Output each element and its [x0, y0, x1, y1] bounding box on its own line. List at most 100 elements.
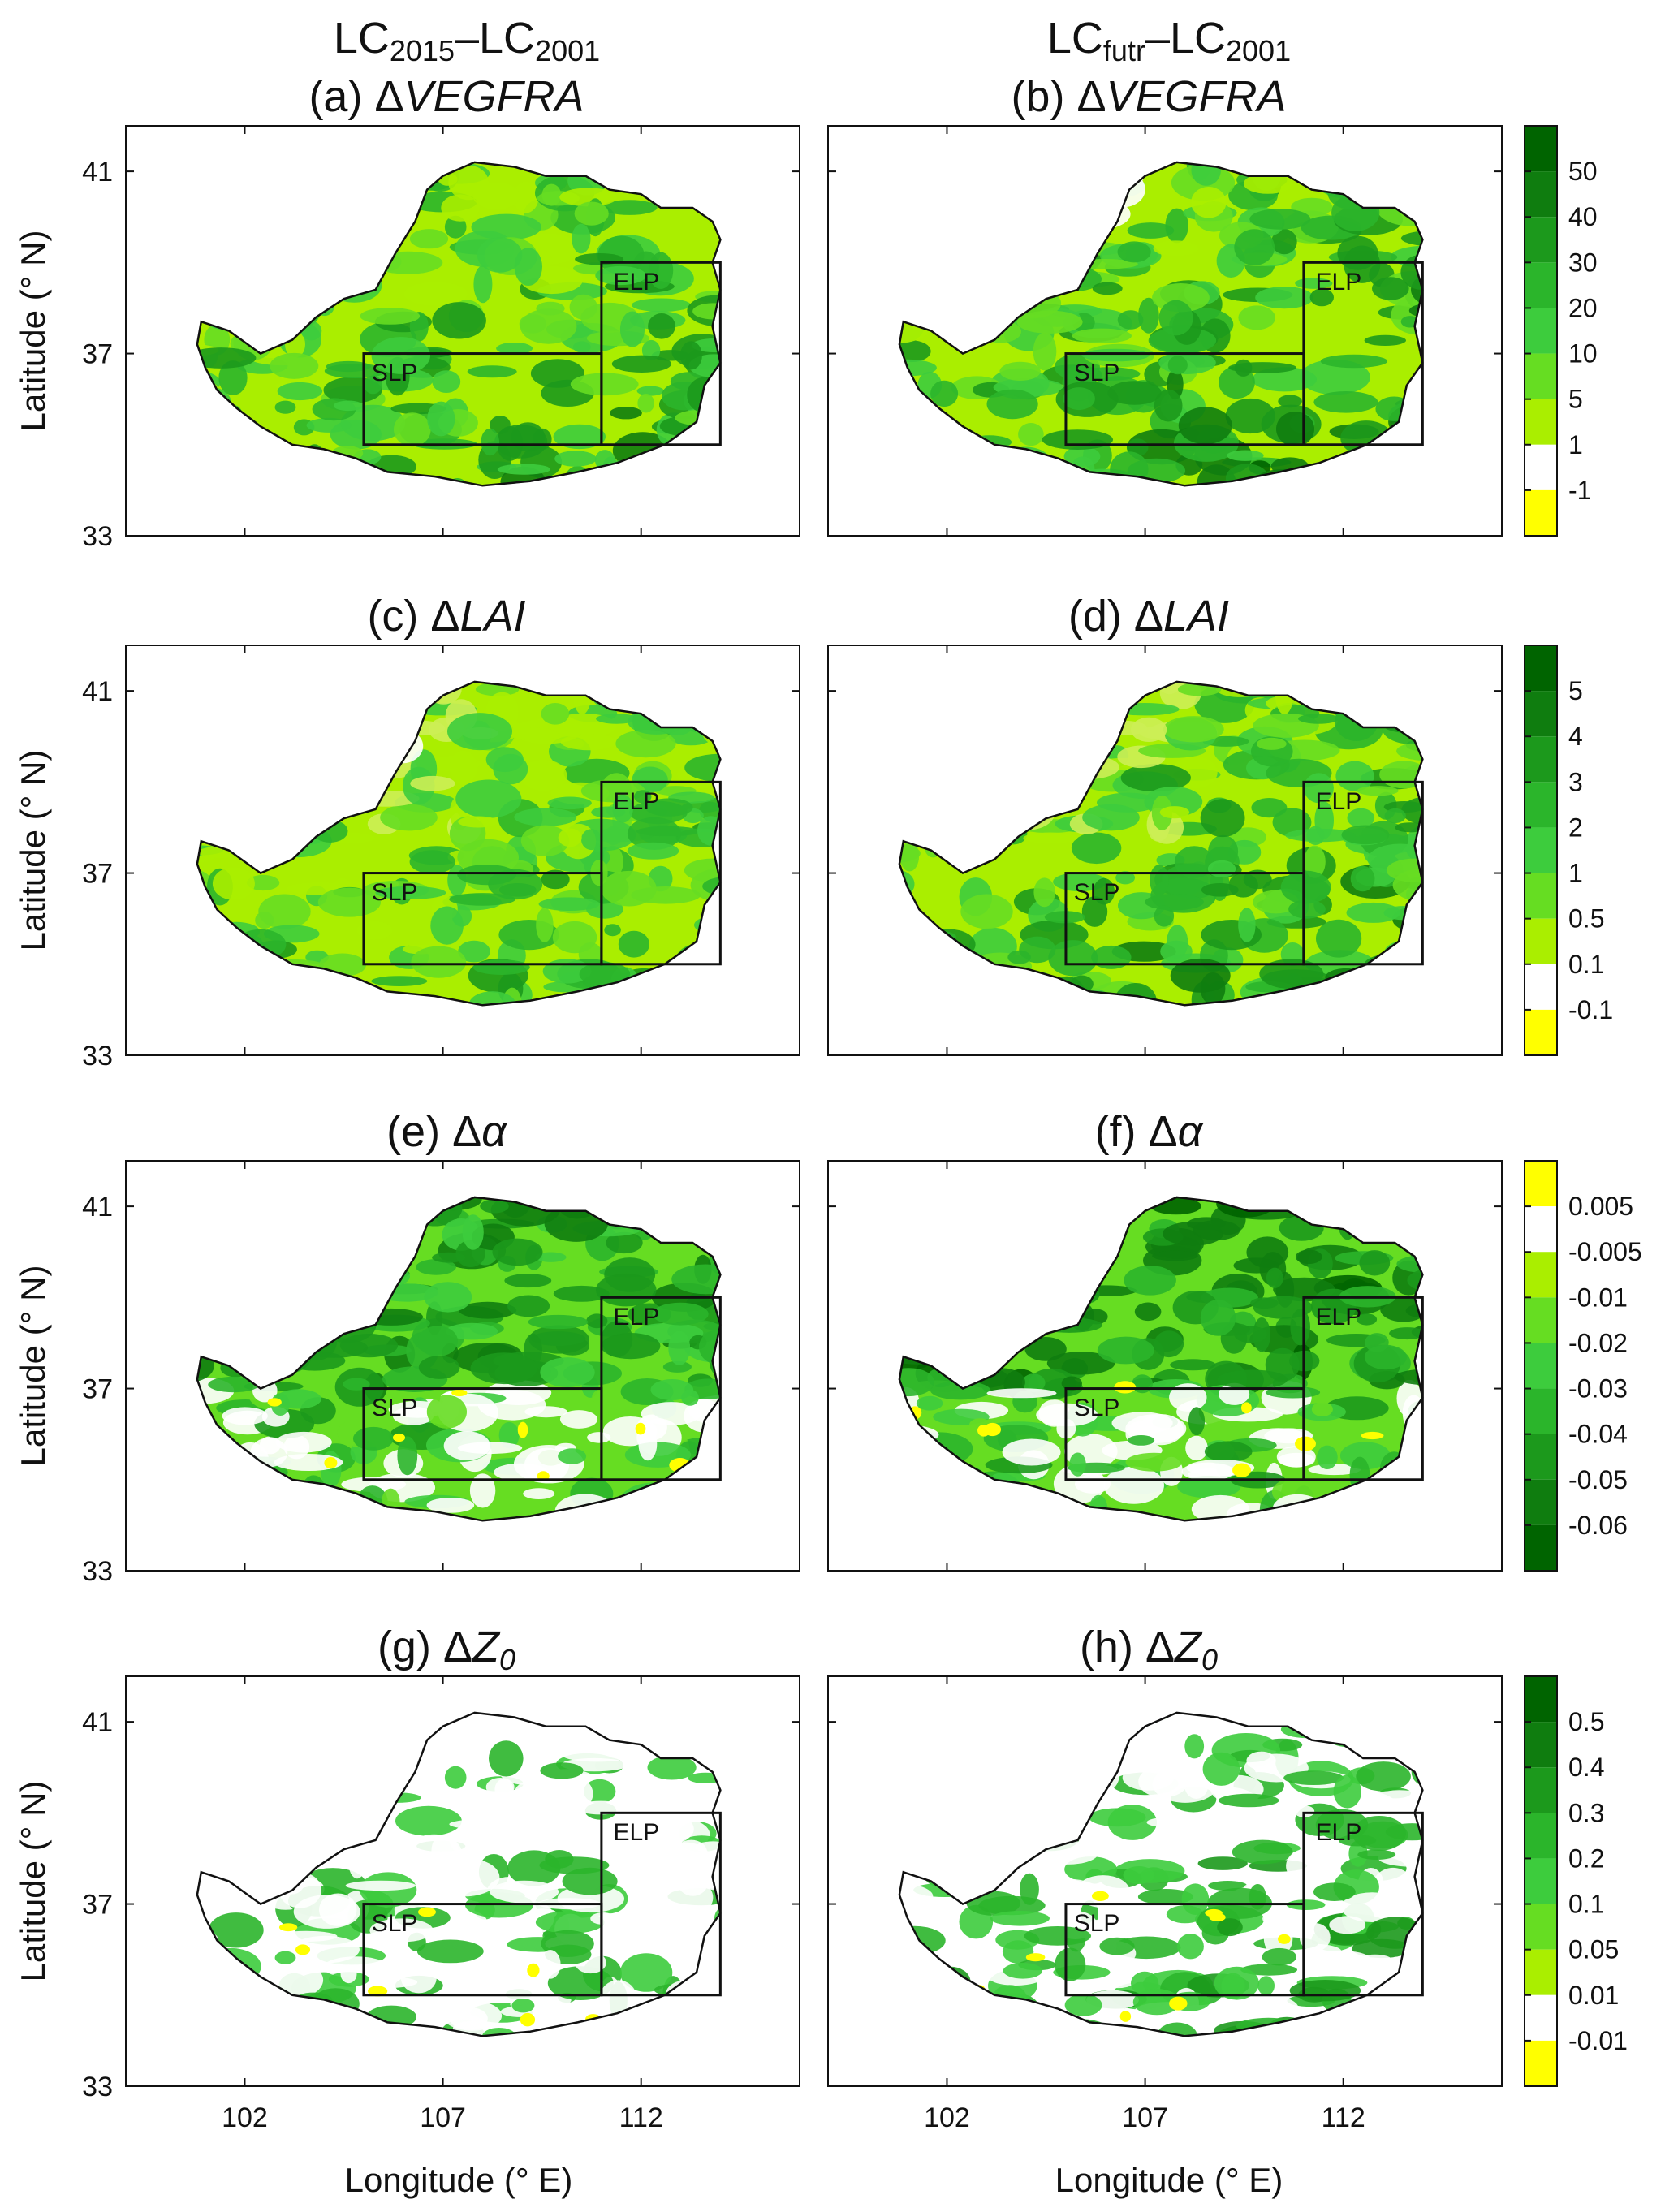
y-tick-label: 41 — [82, 1192, 113, 1222]
colorbar-segment — [1525, 1949, 1557, 1995]
colorbar-label: -0.1 — [1568, 995, 1613, 1024]
colorbar-label: 0.1 — [1568, 1890, 1604, 1919]
colorbar-segment — [1525, 1434, 1557, 1480]
y-tick-label: 37 — [82, 1890, 113, 1921]
y-tick-label: 33 — [82, 1556, 113, 1587]
colorbar-segment — [1525, 1813, 1557, 1859]
x-tick-label: 102 — [924, 2102, 970, 2133]
colorbar-segment — [1525, 964, 1557, 1010]
map-panel-right-row-3: (f) Δα SLP ELP — [827, 1107, 1503, 1572]
colorbar-segment — [1525, 1252, 1557, 1298]
elp-label: ELP — [1316, 788, 1362, 815]
colorbar-segment — [1525, 2040, 1557, 2086]
x-tick-label: 107 — [420, 2102, 466, 2133]
colorbar-label: -0.005 — [1568, 1237, 1642, 1266]
y-tick-label: 33 — [82, 2072, 113, 2102]
colorbar-segment — [1525, 308, 1557, 354]
map-panel-right-row-2: (d) ΔLAI SLP ELP — [827, 592, 1503, 1056]
panel-title: (b) ΔVEGFRA — [1011, 72, 1286, 121]
panel-frame — [827, 1675, 1503, 2087]
panel-title: (e) Δα — [386, 1107, 508, 1156]
slp-label: SLP — [372, 1395, 418, 1421]
y-axis-label: Latitude (° N) — [14, 750, 52, 951]
panel-title: (g) ΔZ0 — [377, 1623, 515, 1676]
elp-region-box — [1302, 261, 1424, 446]
elp-region-box — [600, 1296, 722, 1481]
colorbar-label: 0.5 — [1568, 904, 1604, 934]
colorbar-label: -0.06 — [1568, 1511, 1628, 1540]
elp-label: ELP — [1316, 1819, 1362, 1846]
elp-label: ELP — [1316, 1304, 1362, 1330]
elp-region-box — [600, 1811, 722, 1997]
panel-frame — [827, 1160, 1503, 1572]
colorbar-label: 0.4 — [1568, 1753, 1604, 1782]
colorbar-label: 0.005 — [1568, 1192, 1633, 1221]
colorbar-label: 1 — [1568, 859, 1583, 888]
colorbar-label: -0.03 — [1568, 1374, 1628, 1404]
colorbar-label: 3 — [1568, 767, 1583, 796]
y-tick-label: 33 — [82, 521, 113, 552]
elp-region-box — [600, 780, 722, 966]
colorbar-segment — [1525, 1206, 1557, 1253]
elp-region-box — [600, 261, 722, 446]
colorbar-segment — [1525, 1858, 1557, 1904]
elp-label: ELP — [614, 788, 660, 815]
slp-label: SLP — [372, 879, 418, 906]
panel-title: (d) ΔLAI — [1068, 592, 1229, 640]
colorbar-label: 0.3 — [1568, 1798, 1604, 1827]
colorbar-label: 0.5 — [1568, 1707, 1604, 1736]
slp-label: SLP — [372, 1910, 418, 1937]
colorbar-segment — [1525, 489, 1557, 536]
panel-title: (f) Δα — [1095, 1107, 1205, 1156]
colorbar-label: -0.05 — [1568, 1465, 1628, 1494]
y-tick-label: 41 — [82, 157, 113, 188]
colorbar-label: 10 — [1568, 339, 1598, 369]
colorbar-label: 5 — [1568, 385, 1583, 414]
slp-label: SLP — [1074, 360, 1120, 386]
colorbar-label: -0.02 — [1568, 1328, 1628, 1357]
y-tick-label: 37 — [82, 859, 113, 890]
colorbar-row-4: 0.5 0.4 0.3 0.2 0.1 0.05 0.01 -0.01 — [1524, 1675, 1628, 2087]
panel-title: (c) ΔLAI — [367, 592, 525, 640]
colorbar-frame — [1524, 125, 1558, 537]
colorbar-segment — [1525, 171, 1557, 218]
colorbar-segment — [1525, 918, 1557, 964]
y-axis-label: Latitude (° N) — [14, 1266, 52, 1467]
colorbar-segment — [1525, 1161, 1557, 1207]
y-tick-label: 33 — [82, 1041, 113, 1072]
colorbar-frame — [1524, 1675, 1558, 2087]
colorbar-label: -0.01 — [1568, 2026, 1628, 2055]
y-axis-label: Latitude (° N) — [14, 1781, 52, 1982]
map-panel-left-row-2: (c) ΔLAI SLP ELP 41 37 33 Latitude (° N) — [14, 592, 800, 1072]
colorbar-segment — [1525, 1009, 1557, 1055]
slp-label: SLP — [1074, 1910, 1120, 1937]
panel-frame — [827, 645, 1503, 1056]
x-tick-label: 112 — [1322, 2102, 1365, 2133]
elp-label: ELP — [614, 1819, 660, 1846]
colorbar-row-2: 5 4 3 2 1 0.5 0.1 -0.1 — [1524, 645, 1613, 1056]
elp-region-box — [1302, 1296, 1424, 1481]
colorbar-label: 5 — [1568, 676, 1583, 705]
map-panel-left-row-4: (g) ΔZ0 SLP ELP 41 37 33 Latitude (° N) 102 107 1… — [14, 1623, 800, 2133]
elp-label: ELP — [614, 269, 660, 295]
colorbar-segment — [1525, 1767, 1557, 1813]
y-tick-label: 37 — [82, 1374, 113, 1405]
colorbar-segment — [1525, 645, 1557, 692]
colorbar-label: 0.2 — [1568, 1843, 1604, 1873]
colorbar-segment — [1525, 1479, 1557, 1525]
slp-label: SLP — [372, 360, 418, 386]
map-panel-left-row-1: (a) ΔVEGFRA SLP ELP 41 37 33 Latitude (° N) — [14, 72, 800, 552]
colorbar-label: 4 — [1568, 722, 1583, 751]
y-tick-label: 41 — [82, 1707, 113, 1738]
colorbar-frame — [1524, 1160, 1558, 1572]
elp-region-box — [1302, 1811, 1424, 1997]
colorbar-label: -0.04 — [1568, 1420, 1628, 1449]
colorbar-label: 0.01 — [1568, 1981, 1619, 2010]
slp-label: SLP — [1074, 879, 1120, 906]
elp-label: ELP — [614, 1304, 660, 1330]
colorbar-segment — [1525, 1722, 1557, 1768]
panel-frame — [125, 125, 800, 537]
x-tick-label: 107 — [1122, 2102, 1168, 2133]
